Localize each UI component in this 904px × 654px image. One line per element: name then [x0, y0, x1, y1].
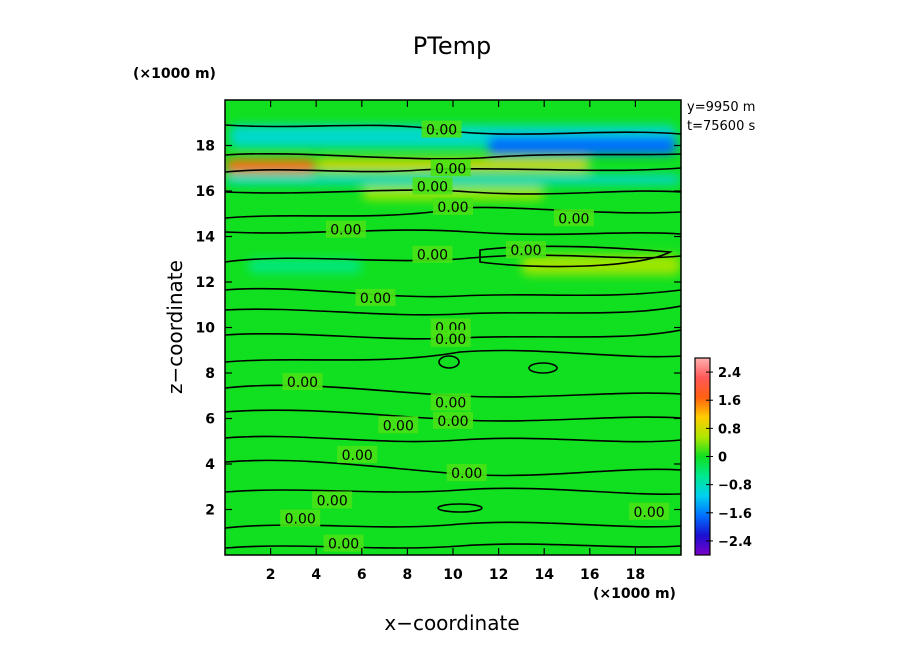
x-tick-label: 16 — [580, 567, 599, 583]
contour-label-bg — [412, 245, 453, 263]
contour-label-bg — [412, 177, 453, 195]
anomaly-patch — [487, 136, 677, 155]
contour-line — [225, 167, 681, 173]
x-tick-label: 18 — [626, 567, 645, 583]
x-tick-label: 10 — [443, 567, 463, 583]
y-axis-unit: (×1000 m) — [133, 66, 216, 82]
contour-label: 0.00 — [633, 505, 664, 521]
contour-label: 0.00 — [435, 396, 466, 412]
contour-line — [225, 305, 681, 316]
contour-label: 0.00 — [383, 418, 414, 434]
contour-line — [225, 487, 681, 496]
contour-label-bg — [430, 393, 471, 411]
y-tick-label: 2 — [205, 503, 215, 519]
x-axis-unit: (×1000 m) — [593, 586, 676, 602]
x-tick-label: 8 — [403, 567, 413, 583]
contour-label-bg — [421, 120, 462, 138]
contour-label: 0.00 — [287, 375, 318, 391]
contour-line — [225, 189, 681, 195]
colorbar-tick-label: 1.6 — [718, 394, 741, 409]
contour-label-bg — [553, 209, 594, 227]
contour-label-bg — [312, 491, 353, 509]
colorbar: 2.4 1.6 0.8 0 −0.8 −1.6 −2.4 — [694, 357, 752, 556]
contour-label-bg — [378, 416, 419, 434]
contour-label: 0.00 — [330, 223, 361, 239]
y-tick-label: 8 — [205, 366, 215, 382]
contour-line — [528, 362, 558, 374]
contour-label: 0.00 — [558, 211, 589, 227]
contour-line — [225, 229, 681, 236]
contour-label-bg — [430, 159, 471, 177]
contour-label-bg — [280, 509, 321, 527]
y-tick-label: 18 — [196, 139, 215, 155]
anomaly-patch — [225, 175, 681, 185]
x-tick-label: 12 — [489, 567, 508, 583]
colorbar-ticks: 2.4 1.6 0.8 0 −0.8 −1.6 −2.4 — [706, 366, 752, 550]
contour-label: 0.00 — [437, 200, 468, 216]
x-axis-ticks: 2 4 6 8 10 12 14 16 18 — [266, 100, 645, 583]
contour-label: 0.00 — [285, 512, 316, 528]
contour-label-bg — [430, 329, 471, 347]
colorbar-tick-label: 0 — [718, 451, 727, 466]
contour-label: 0.00 — [426, 123, 457, 139]
y-tick-label: 12 — [196, 275, 215, 291]
contour-line — [437, 503, 483, 513]
contour-label: 0.00 — [510, 243, 541, 259]
colorbar-tick-label: −2.4 — [718, 535, 752, 550]
x-tick-label: 6 — [357, 567, 367, 583]
contour-label-bg — [337, 445, 378, 463]
anomaly-patch — [247, 259, 362, 273]
contour-label: 0.00 — [417, 248, 448, 264]
contour-label: 0.00 — [342, 448, 373, 464]
contour-label-bg — [446, 464, 487, 482]
contour-label: 0.00 — [417, 179, 448, 195]
contour-line — [225, 254, 681, 263]
contour-label: 0.00 — [437, 414, 468, 430]
contour-labels: 0.000.000.000.000.000.000.00 0.000.000.00… — [280, 120, 670, 553]
contour-label-bg — [433, 197, 473, 215]
y-tick-label: 14 — [196, 230, 216, 246]
contour-label-bg — [282, 373, 323, 391]
y-axis-ticks: 2 4 6 8 10 12 14 16 18 — [196, 139, 681, 519]
contour-label: 0.00 — [451, 466, 482, 482]
y-tick-label: 10 — [196, 321, 216, 337]
contour-label-bg — [433, 411, 473, 429]
chart-title: PTemp — [413, 32, 491, 60]
x-tick-label: 4 — [311, 567, 321, 583]
contour-line — [438, 355, 460, 369]
contour-line — [225, 543, 681, 549]
contour-label: 0.00 — [360, 291, 391, 307]
y-tick-label: 6 — [205, 412, 215, 428]
contour-label-bg — [355, 288, 396, 306]
contour-line — [225, 287, 681, 298]
contour-label: 0.00 — [435, 161, 466, 177]
info-line-y: y=9950 m — [687, 100, 755, 115]
x-tick-label: 14 — [534, 567, 554, 583]
colorbar-tick-label: −0.8 — [718, 479, 752, 494]
colorbar-tick-label: 0.8 — [718, 422, 741, 437]
contour-line — [225, 152, 681, 160]
contour-line — [225, 349, 681, 363]
contour-label-bg — [505, 241, 546, 259]
heatmap-area: 0.000.000.000.000.000.000.00 0.000.000.00… — [224, 99, 682, 556]
x-tick-label: 2 — [266, 567, 276, 583]
contour-line — [225, 435, 681, 443]
info-line-t: t=75600 s — [687, 119, 755, 134]
contour-label: 0.00 — [435, 332, 466, 348]
y-tick-label: 4 — [205, 457, 215, 473]
contour-label: 0.00 — [317, 493, 348, 509]
x-axis-label: x−coordinate — [384, 611, 519, 635]
contour-label: 0.00 — [328, 537, 359, 553]
contour-label-bg — [323, 534, 364, 552]
contour-label-bg — [629, 502, 670, 520]
colorbar-tick-label: −1.6 — [718, 507, 752, 522]
y-axis-label: z−coordinate — [163, 260, 187, 394]
y-tick-label: 16 — [196, 184, 215, 200]
contour-label-bg — [325, 220, 366, 238]
colorbar-tick-label: 2.4 — [718, 366, 741, 381]
